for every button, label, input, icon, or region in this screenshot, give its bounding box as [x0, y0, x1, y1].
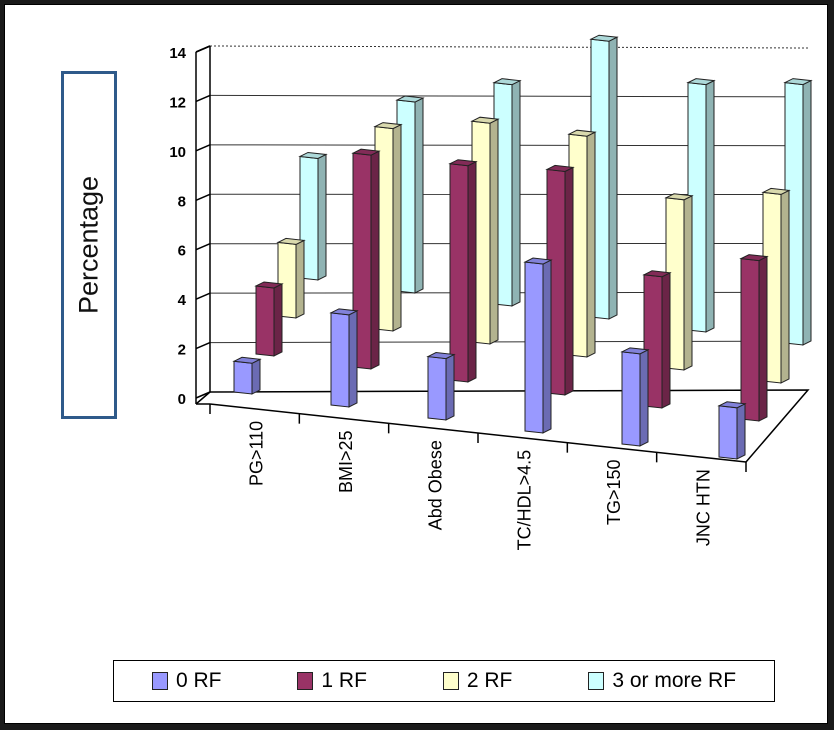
gridline [209, 340, 809, 344]
y-tick-mark [195, 341, 211, 350]
y-tick-label: 0 [178, 391, 186, 408]
y-tick-label: 4 [178, 292, 187, 309]
y-tick-mark [195, 94, 211, 103]
y-axis-label-box: Percentage [61, 71, 117, 419]
legend-label: 3 or more RF [612, 669, 737, 692]
y-tick-label: 12 [169, 94, 186, 111]
y-tick-mark [195, 193, 211, 201]
y-axis-top [195, 45, 211, 53]
legend-item-1: 1 RF [297, 669, 367, 693]
y-tick-mark [195, 144, 211, 152]
legend-swatch [588, 672, 605, 690]
bar-0-rf-0 [232, 356, 262, 395]
bar-1-rf-5 [739, 254, 769, 422]
x-tick-label: TC/HDL>4.5 [515, 450, 535, 551]
legend-item-3: 3 or more RF [588, 669, 736, 693]
y-tick-mark [195, 391, 211, 399]
y-tick-mark [195, 243, 211, 251]
legend-label: 2 RF [466, 669, 513, 692]
y-tick-label: 2 [178, 342, 186, 359]
gridline [209, 45, 809, 49]
bar-0-rf-1 [329, 308, 359, 408]
legend-swatch [297, 672, 314, 690]
legend-swatch [151, 672, 168, 690]
y-tick-label: 14 [169, 45, 186, 62]
x-tick-label: JNC HTN [693, 469, 713, 546]
y-tick-mark [195, 292, 211, 300]
y-tick-label: 8 [178, 193, 186, 210]
bar-0-rf-5 [717, 401, 747, 460]
legend-item-2: 2 RF [442, 669, 513, 693]
bar-0-rf-3 [523, 257, 553, 434]
bar-1-rf-2 [448, 159, 478, 383]
legend-label: 0 RF [175, 669, 222, 692]
floor-back-edge [209, 389, 810, 463]
y-tick-label: 6 [178, 243, 186, 260]
legend-swatch [442, 672, 459, 690]
y-axis-bottom [195, 391, 211, 405]
bar-1-rf-3 [545, 164, 575, 396]
legend-label: 1 RF [321, 669, 367, 692]
x-tick-label: BMI>25 [336, 431, 356, 494]
y-tick-label: 10 [169, 144, 186, 161]
bar-1-rf-0 [254, 281, 284, 357]
bar-0-rf-4 [620, 347, 650, 447]
x-tick-label: Abd Obese [425, 440, 445, 530]
bar-0-rf-2 [426, 352, 456, 421]
legend: 0 RF 1 RF 2 RF 3 or more RF [113, 660, 775, 702]
x-tick-label: TG>150 [604, 460, 624, 526]
legend-item-0: 0 RF [151, 669, 222, 693]
x-tick-label: PG>110 [247, 421, 267, 486]
